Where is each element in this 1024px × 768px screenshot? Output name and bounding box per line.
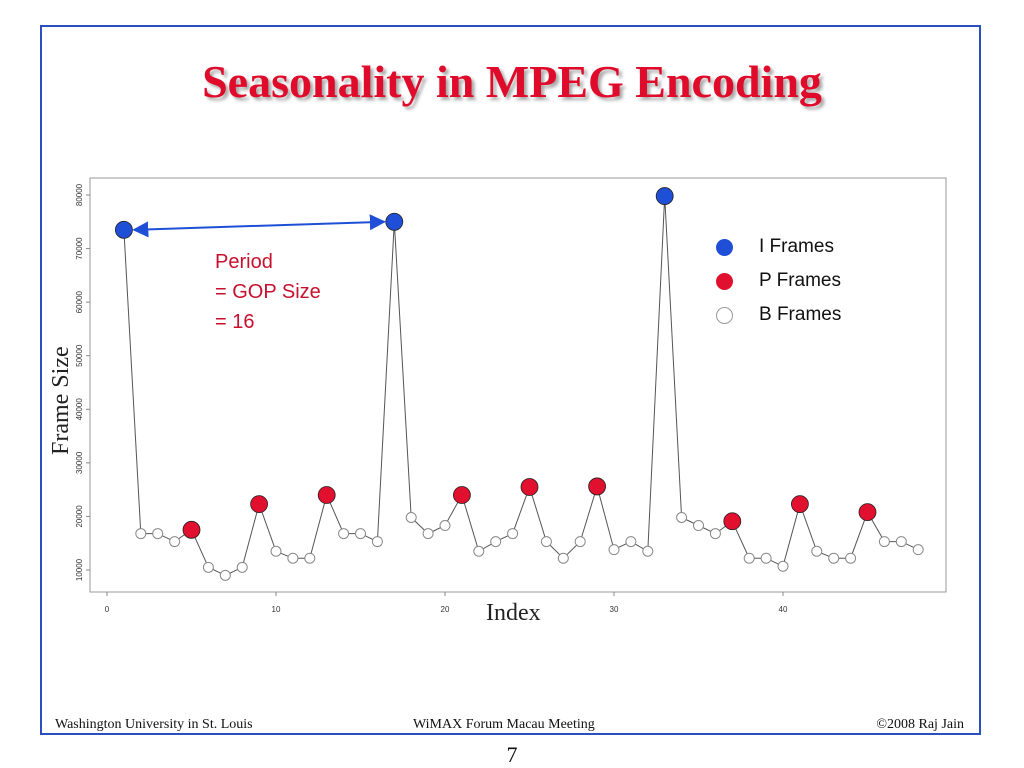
footer-right: ©2008 Raj Jain bbox=[876, 717, 964, 732]
b-frame-point bbox=[811, 545, 823, 557]
x-tick-label: 20 bbox=[441, 605, 450, 614]
b-frame-point bbox=[676, 512, 688, 523]
legend-label-i-frames: I Frames bbox=[759, 236, 834, 257]
b-frame-point bbox=[236, 561, 248, 573]
p-frame-point bbox=[182, 520, 201, 539]
i-frame-marker-icon bbox=[716, 238, 733, 256]
plot-frame bbox=[89, 177, 947, 593]
b-frame-point bbox=[743, 552, 755, 564]
y-tick-label: 10000 bbox=[75, 558, 84, 581]
b-frame-point bbox=[828, 552, 840, 564]
y-tick-label: 30000 bbox=[75, 451, 84, 474]
legend-label-b-frames: B Frames bbox=[759, 304, 842, 325]
b-frame-point bbox=[912, 544, 924, 556]
b-frame-point bbox=[895, 536, 907, 548]
b-frame-point bbox=[557, 552, 569, 564]
p-frame-point bbox=[317, 486, 336, 504]
legend-item-p-frames: P Frames bbox=[716, 264, 841, 298]
p-frame-point bbox=[723, 512, 742, 531]
b-frame-point bbox=[135, 528, 147, 540]
b-frame-point bbox=[304, 552, 316, 564]
b-frame-point bbox=[422, 528, 434, 540]
b-frame-point bbox=[625, 536, 637, 548]
b-frame-point bbox=[439, 520, 451, 532]
b-frame-point bbox=[355, 528, 366, 540]
p-frame-marker-icon bbox=[716, 272, 733, 290]
b-frame-point bbox=[845, 552, 857, 564]
b-frame-point bbox=[338, 528, 350, 540]
annotation-line-1: Period bbox=[215, 251, 273, 273]
x-axis-label: Index bbox=[486, 600, 541, 626]
x-tick-label: 0 bbox=[105, 605, 110, 614]
b-frame-point bbox=[405, 512, 417, 523]
slide-border bbox=[40, 25, 981, 735]
b-frame-point bbox=[152, 528, 164, 540]
chart-legend: I Frames P Frames B Frames bbox=[716, 230, 841, 332]
annotation-line-3: = 16 bbox=[215, 311, 255, 333]
p-frame-point bbox=[858, 503, 877, 522]
p-frame-point bbox=[452, 486, 471, 504]
legend-item-i-frames: I Frames bbox=[716, 230, 841, 264]
b-frame-point bbox=[540, 536, 552, 548]
b-frame-marker-icon bbox=[716, 306, 733, 324]
legend-label-p-frames: P Frames bbox=[759, 270, 842, 291]
p-frame-point bbox=[250, 495, 269, 514]
b-frame-point bbox=[608, 544, 620, 556]
b-frame-point bbox=[574, 536, 586, 548]
b-frame-point bbox=[371, 536, 383, 548]
b-frame-point bbox=[878, 536, 890, 548]
b-frame-point bbox=[169, 536, 181, 548]
footer-center: WiMAX Forum Macau Meeting bbox=[413, 717, 595, 732]
i-frame-point bbox=[385, 212, 404, 231]
legend-item-b-frames: B Frames bbox=[716, 298, 841, 332]
y-tick-label: 40000 bbox=[75, 398, 84, 421]
p-frame-point bbox=[791, 495, 809, 514]
series-connector-line bbox=[123, 196, 919, 576]
y-axis-label: Frame Size bbox=[48, 346, 74, 455]
b-frame-point bbox=[202, 561, 214, 573]
period-arrow bbox=[132, 214, 386, 238]
b-frame-point bbox=[473, 545, 485, 557]
b-frame-point bbox=[287, 552, 299, 564]
x-tick-label: 40 bbox=[779, 605, 788, 614]
y-tick-label: 60000 bbox=[75, 290, 84, 313]
x-tick-label: 10 bbox=[272, 605, 281, 614]
slide-title: Seasonality in MPEG Encoding bbox=[202, 56, 822, 107]
i-frame-point bbox=[655, 187, 674, 205]
b-frame-point bbox=[709, 528, 721, 540]
b-frame-point bbox=[219, 569, 231, 581]
p-frame-point bbox=[520, 478, 539, 496]
x-tick-label: 30 bbox=[610, 605, 619, 614]
b-frame-point bbox=[507, 528, 519, 540]
p-frame-point bbox=[588, 477, 606, 496]
y-tick-label: 50000 bbox=[75, 344, 84, 367]
b-frame-point bbox=[270, 545, 282, 557]
b-frame-point bbox=[760, 552, 772, 564]
b-frame-point bbox=[693, 520, 704, 532]
period-annotation: Period = GOP Size = 16 bbox=[215, 247, 321, 337]
b-frame-point bbox=[490, 536, 502, 548]
y-tick-label: 70000 bbox=[75, 237, 84, 260]
footer-left: Washington University in St. Louis bbox=[55, 717, 253, 732]
annotation-line-2: = GOP Size bbox=[215, 281, 321, 303]
b-frame-point bbox=[642, 545, 654, 557]
i-frame-point bbox=[115, 220, 133, 239]
b-frame-point bbox=[777, 560, 789, 572]
y-tick-label: 20000 bbox=[75, 505, 84, 528]
y-tick-label: 80000 bbox=[75, 183, 84, 206]
page-number: 7 bbox=[506, 742, 518, 767]
